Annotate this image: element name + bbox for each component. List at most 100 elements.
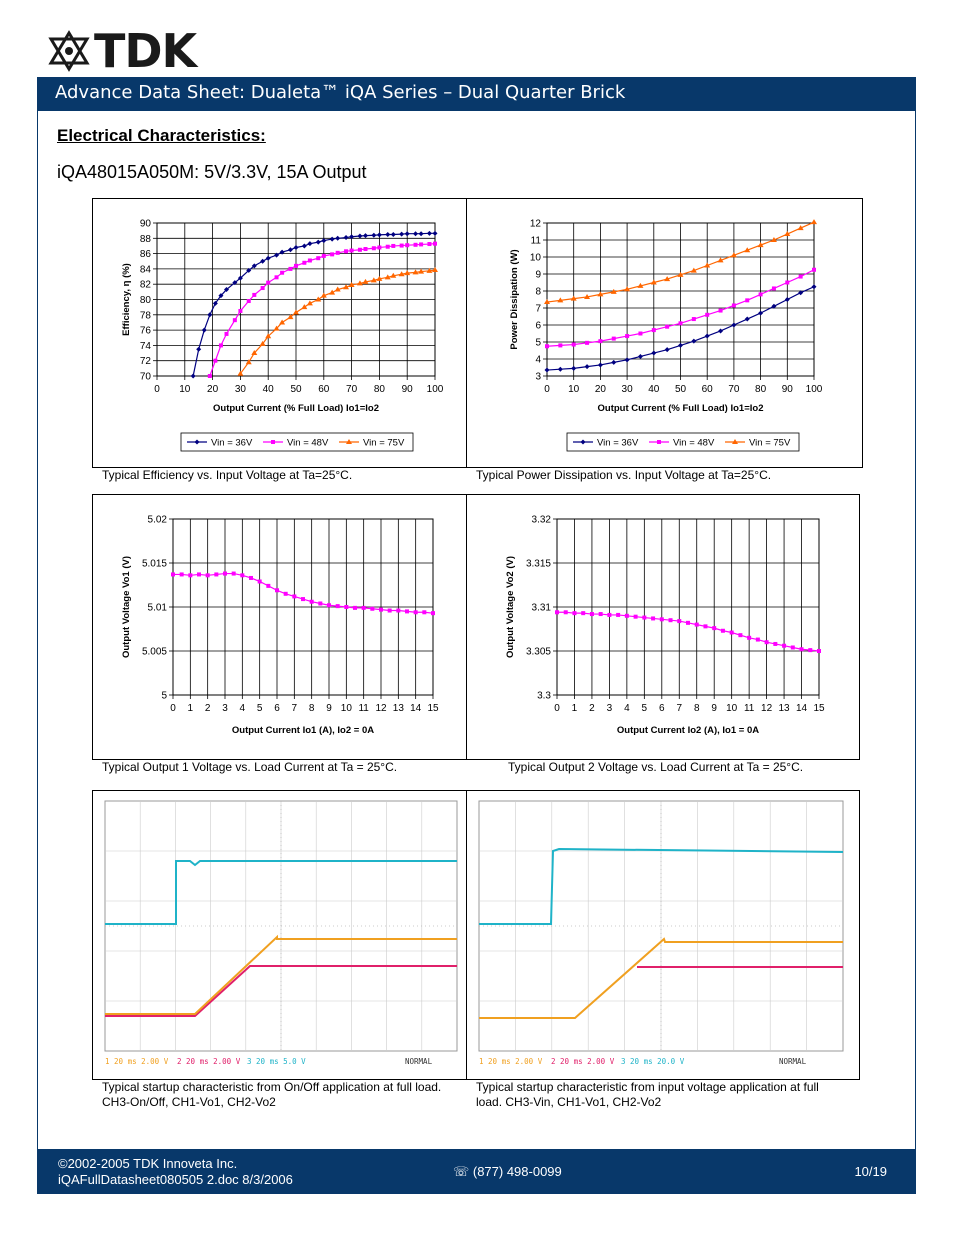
data-point	[390, 231, 396, 237]
data-point	[731, 303, 736, 308]
scope-mode-label: NORMAL	[405, 1057, 433, 1066]
data-point	[335, 250, 340, 255]
x-tick-label: 13	[393, 703, 405, 714]
data-point	[357, 247, 362, 252]
data-point	[224, 331, 229, 336]
y-tick-label: 3.3	[537, 691, 551, 702]
data-point	[188, 573, 193, 578]
series-1	[207, 241, 437, 378]
data-point	[384, 274, 391, 280]
data-point	[571, 365, 577, 371]
x-tick-label: 12	[375, 703, 387, 714]
scope-ch1-label: 1 20 ms 2.00 V	[479, 1057, 543, 1066]
data-point	[570, 295, 577, 301]
data-point	[784, 231, 791, 237]
data-point	[344, 249, 349, 254]
x-tick-label: 70	[346, 384, 358, 395]
x-tick-label: 20	[595, 384, 607, 395]
data-point	[744, 316, 750, 322]
data-point	[651, 328, 656, 333]
data-point	[705, 312, 710, 317]
data-point	[798, 290, 804, 296]
data-point	[611, 359, 617, 365]
data-point	[405, 609, 409, 614]
data-point	[231, 571, 236, 576]
data-point	[773, 641, 778, 646]
y-tick-label: 74	[140, 341, 152, 352]
data-point	[651, 616, 656, 621]
x-tick-label: 20	[207, 384, 219, 395]
data-point	[782, 643, 787, 648]
x-tick-label: 15	[427, 703, 439, 714]
data-point	[273, 325, 280, 331]
data-point	[544, 299, 550, 305]
data-point	[563, 610, 568, 615]
data-point	[677, 619, 682, 624]
y-tick-label: 3.31	[532, 603, 552, 614]
plot-area	[556, 518, 820, 696]
data-point	[240, 573, 245, 578]
data-point	[431, 611, 435, 616]
x-tick-label: 7	[676, 703, 682, 714]
y-tick-label: 76	[140, 326, 152, 337]
x-tick-label: 7	[292, 703, 298, 714]
x-tick-label: 14	[796, 703, 808, 714]
data-point	[790, 645, 795, 650]
data-point	[598, 612, 603, 617]
x-tick-label: 5	[642, 703, 648, 714]
data-point	[398, 271, 405, 277]
data-point	[207, 312, 213, 318]
data-point	[279, 249, 285, 255]
data-point	[307, 258, 312, 263]
data-point	[190, 373, 196, 379]
scope-vin-trace: 1 20 ms 2.00 V 2 20 ms 2.00 V 3 20 ms 20.0…	[478, 800, 844, 1066]
data-point	[651, 350, 657, 356]
data-point	[246, 299, 251, 304]
x-tick-label: 14	[410, 703, 422, 714]
data-point	[677, 271, 684, 277]
data-point	[624, 357, 630, 363]
x-tick-label: 6	[659, 703, 665, 714]
data-point	[571, 342, 576, 347]
data-point	[738, 633, 743, 638]
data-point	[212, 300, 218, 306]
data-point	[224, 287, 229, 293]
y-tick-label: 5.015	[142, 559, 167, 570]
data-point	[275, 588, 279, 593]
data-point	[329, 289, 336, 295]
data-point	[690, 267, 697, 273]
y-tick-label: 10	[530, 253, 542, 264]
data-point	[315, 239, 321, 245]
y-tick-label: 82	[140, 280, 152, 291]
data-point	[572, 611, 577, 616]
data-point	[334, 286, 341, 292]
data-point	[288, 266, 293, 271]
data-point	[625, 334, 630, 339]
plot-area	[156, 222, 436, 377]
data-point	[179, 572, 184, 577]
y-tick-label: 3.32	[532, 515, 552, 526]
data-point	[730, 252, 737, 258]
data-point	[665, 324, 670, 329]
data-point	[329, 236, 335, 242]
data-point	[385, 231, 391, 237]
data-point	[650, 279, 657, 285]
logo-text: TDK	[94, 24, 197, 78]
y-axis-label: Output Voltage Vo1 (V)	[121, 556, 132, 658]
x-tick-label: 4	[240, 703, 246, 714]
scope-trace	[105, 934, 457, 1015]
data-point	[399, 231, 405, 237]
data-point	[607, 612, 612, 617]
data-point	[642, 615, 647, 620]
y-tick-label: 6	[535, 321, 541, 332]
legend-label: Vin = 36V	[211, 438, 253, 449]
data-point	[346, 439, 352, 444]
x-tick-label: 12	[761, 703, 773, 714]
legend-label: Vin = 36V	[597, 438, 639, 449]
data-point	[218, 343, 223, 348]
data-point	[197, 572, 201, 577]
legend-label: Vin = 48V	[287, 438, 329, 449]
series-0	[190, 230, 438, 379]
scope-trace	[479, 937, 843, 1019]
